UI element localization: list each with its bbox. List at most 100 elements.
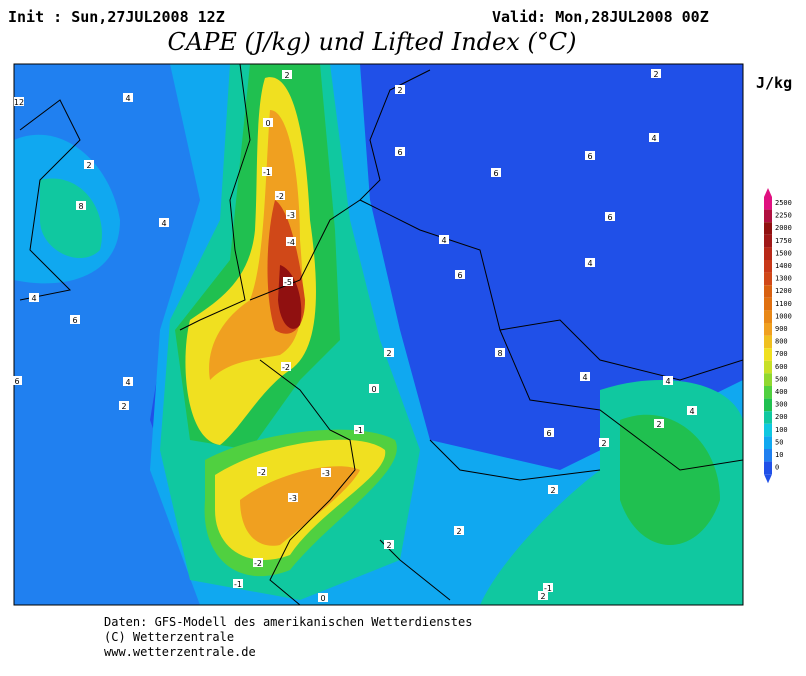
contour-label-box bbox=[253, 558, 263, 567]
contour-label: -3 bbox=[289, 494, 297, 503]
colorbar-label: 500 bbox=[775, 375, 788, 383]
contour-label-box bbox=[281, 362, 291, 371]
contour-label-box bbox=[282, 70, 292, 79]
colorbar-cell bbox=[764, 209, 772, 223]
contour-label-box bbox=[159, 218, 169, 227]
colorbar-cell bbox=[764, 398, 772, 412]
colorbar-unit: J/kg bbox=[756, 74, 792, 92]
colorbar-label: 50 bbox=[775, 438, 783, 446]
colorbar: 2500225020001750150014001300120011001000… bbox=[764, 188, 792, 484]
contour-label-box bbox=[491, 168, 501, 177]
contour-label: -1 bbox=[544, 584, 552, 593]
contour-label-box bbox=[369, 384, 379, 393]
colorbar-label: 1400 bbox=[775, 262, 792, 270]
contour-label: -2 bbox=[282, 363, 290, 372]
colorbar-cell bbox=[764, 247, 772, 260]
contour-label-box bbox=[286, 210, 296, 219]
contour-label: 2 bbox=[656, 420, 661, 429]
colorbar-cell bbox=[764, 461, 772, 475]
contour-label-box bbox=[70, 315, 80, 324]
footer-line: www.wetterzentrale.de bbox=[104, 645, 256, 659]
contour-label: 6 bbox=[72, 316, 77, 325]
contour-label: -2 bbox=[254, 559, 262, 568]
colorbar-cell bbox=[764, 386, 772, 399]
footer-line: (C) Wetterzentrale bbox=[104, 630, 234, 644]
contour-label: 6 bbox=[397, 148, 402, 157]
contour-label: 12 bbox=[14, 98, 24, 107]
contour-label: 2 bbox=[386, 541, 391, 550]
colorbar-cell bbox=[764, 222, 772, 235]
contour-label: 4 bbox=[125, 94, 130, 103]
map-title: CAPE (J/kg) und Lifted Index (°C) bbox=[168, 28, 577, 56]
colorbar-label: 0 bbox=[775, 464, 779, 472]
contour-label-box bbox=[318, 593, 328, 602]
contour-label: 2 bbox=[601, 439, 606, 448]
contour-label: 2 bbox=[121, 402, 126, 411]
colorbar-cell bbox=[764, 436, 772, 449]
contour-label: -5 bbox=[284, 278, 292, 287]
contour-label: 8 bbox=[497, 349, 502, 358]
contour-label-box bbox=[119, 401, 129, 410]
colorbar-label: 1500 bbox=[775, 249, 792, 257]
contour-label-box bbox=[84, 160, 94, 169]
contour-label-box bbox=[495, 348, 505, 357]
contour-label-box bbox=[12, 376, 22, 385]
contour-label: 2 bbox=[284, 71, 289, 80]
colorbar-cell bbox=[764, 285, 772, 298]
colorbar-label: 200 bbox=[775, 413, 788, 421]
colorbar-label: 2500 bbox=[775, 199, 792, 207]
contour-label: 4 bbox=[441, 236, 446, 245]
colorbar-cell bbox=[764, 297, 772, 311]
colorbar-label: 700 bbox=[775, 350, 788, 358]
valid-time: Valid: Mon,28JUL2008 00Z bbox=[492, 8, 709, 26]
colorbar-label: 1000 bbox=[775, 312, 792, 320]
contour-label-box bbox=[654, 419, 664, 428]
contour-label: 0 bbox=[320, 594, 325, 603]
contour-label: 2 bbox=[550, 486, 555, 495]
contour-label: 4 bbox=[587, 259, 592, 268]
colorbar-cell bbox=[764, 260, 772, 273]
colorbar-cell bbox=[764, 197, 772, 210]
contour-label-box bbox=[257, 467, 267, 476]
colorbar-label: 1750 bbox=[775, 237, 792, 245]
contour-label: -3 bbox=[322, 469, 330, 478]
contour-label-box bbox=[233, 579, 243, 588]
colorbar-cell bbox=[764, 323, 772, 336]
contour-label-box bbox=[544, 428, 554, 437]
colorbar-cell bbox=[764, 272, 772, 286]
contour-label-box bbox=[599, 438, 609, 447]
contour-label-box bbox=[384, 348, 394, 357]
colorbar-cell bbox=[764, 373, 772, 386]
contour-label-box bbox=[548, 485, 558, 494]
colorbar-cell bbox=[764, 411, 772, 424]
colorbar-cell bbox=[764, 234, 772, 248]
colorbar-cell bbox=[764, 348, 772, 361]
contour-label-box bbox=[605, 212, 615, 221]
contour-label: 2 bbox=[397, 86, 402, 95]
contour-label-box bbox=[585, 258, 595, 267]
contour-label: 4 bbox=[665, 377, 670, 386]
contour-label: 2 bbox=[386, 349, 391, 358]
contour-label: 8 bbox=[78, 202, 83, 211]
contour-label-box bbox=[585, 151, 595, 160]
contour-label: 2 bbox=[653, 70, 658, 79]
colorbar-label: 2000 bbox=[775, 224, 792, 232]
contour-label-box bbox=[354, 425, 364, 434]
colorbar-label: 800 bbox=[775, 338, 788, 346]
contour-label: -1 bbox=[234, 580, 242, 589]
contour-label: 6 bbox=[587, 152, 592, 161]
colorbar-label: 100 bbox=[775, 426, 788, 434]
colorbar-cell bbox=[764, 360, 772, 374]
contour-label-box bbox=[263, 118, 273, 127]
contour-label-box bbox=[580, 372, 590, 381]
contour-labels: 2 0 -1 -2 -3 -4 -5 -2 2 0 -1 -2 -3 -3 -2 -1 0 2 2 4 2 4 4 6 4 2 6 2… bbox=[12, 69, 697, 603]
contour-label-box bbox=[275, 191, 285, 200]
contour-label: 2 bbox=[86, 161, 91, 170]
contour-label-box bbox=[123, 377, 133, 386]
contour-label-box bbox=[687, 406, 697, 415]
colorbar-cell bbox=[764, 335, 772, 349]
colorbar-label: 400 bbox=[775, 388, 788, 396]
contour-label: 2 bbox=[456, 527, 461, 536]
contour-label-box bbox=[321, 468, 331, 477]
